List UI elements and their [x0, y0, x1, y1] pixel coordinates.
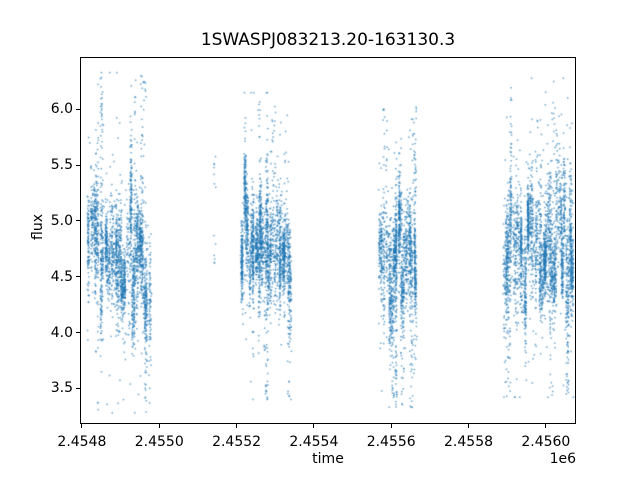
x-tick-label: 2.4558 — [444, 434, 494, 450]
x-tick-label: 2.4556 — [366, 434, 416, 450]
y-tick-label: 5.0 — [50, 212, 73, 229]
x-tick-mark — [81, 424, 83, 428]
y-tick-label: 3.5 — [50, 380, 73, 397]
x-tick-mark — [390, 424, 392, 428]
x-tick-label: 2.4550 — [134, 434, 184, 450]
y-tick-label: 4.5 — [50, 268, 73, 285]
chart-title: 1SWASPJ083213.20-163130.3 — [200, 30, 456, 50]
y-tick-label: 6.0 — [50, 101, 73, 118]
x-axis-offset-label: 1e6 — [549, 451, 576, 467]
x-tick-mark — [468, 424, 470, 428]
x-tick-mark — [545, 424, 547, 428]
y-tick-mark — [76, 332, 80, 334]
x-tick-mark — [158, 424, 160, 428]
x-tick-label: 2.4554 — [289, 434, 339, 450]
y-tick-label: 5.5 — [50, 157, 73, 174]
x-tick-mark — [236, 424, 238, 428]
y-tick-mark — [76, 220, 80, 222]
x-axis-label: time — [312, 451, 344, 467]
y-tick-mark — [76, 276, 80, 278]
y-tick-label: 4.0 — [50, 324, 73, 341]
x-tick-mark — [313, 424, 315, 428]
y-tick-mark — [76, 108, 80, 110]
x-tick-label: 2.4548 — [57, 434, 107, 450]
x-tick-label: 2.4552 — [212, 434, 262, 450]
plot-area-frame — [80, 57, 576, 424]
x-tick-label: 2.4560 — [521, 434, 571, 450]
y-tick-mark — [76, 387, 80, 389]
y-tick-mark — [76, 164, 80, 166]
